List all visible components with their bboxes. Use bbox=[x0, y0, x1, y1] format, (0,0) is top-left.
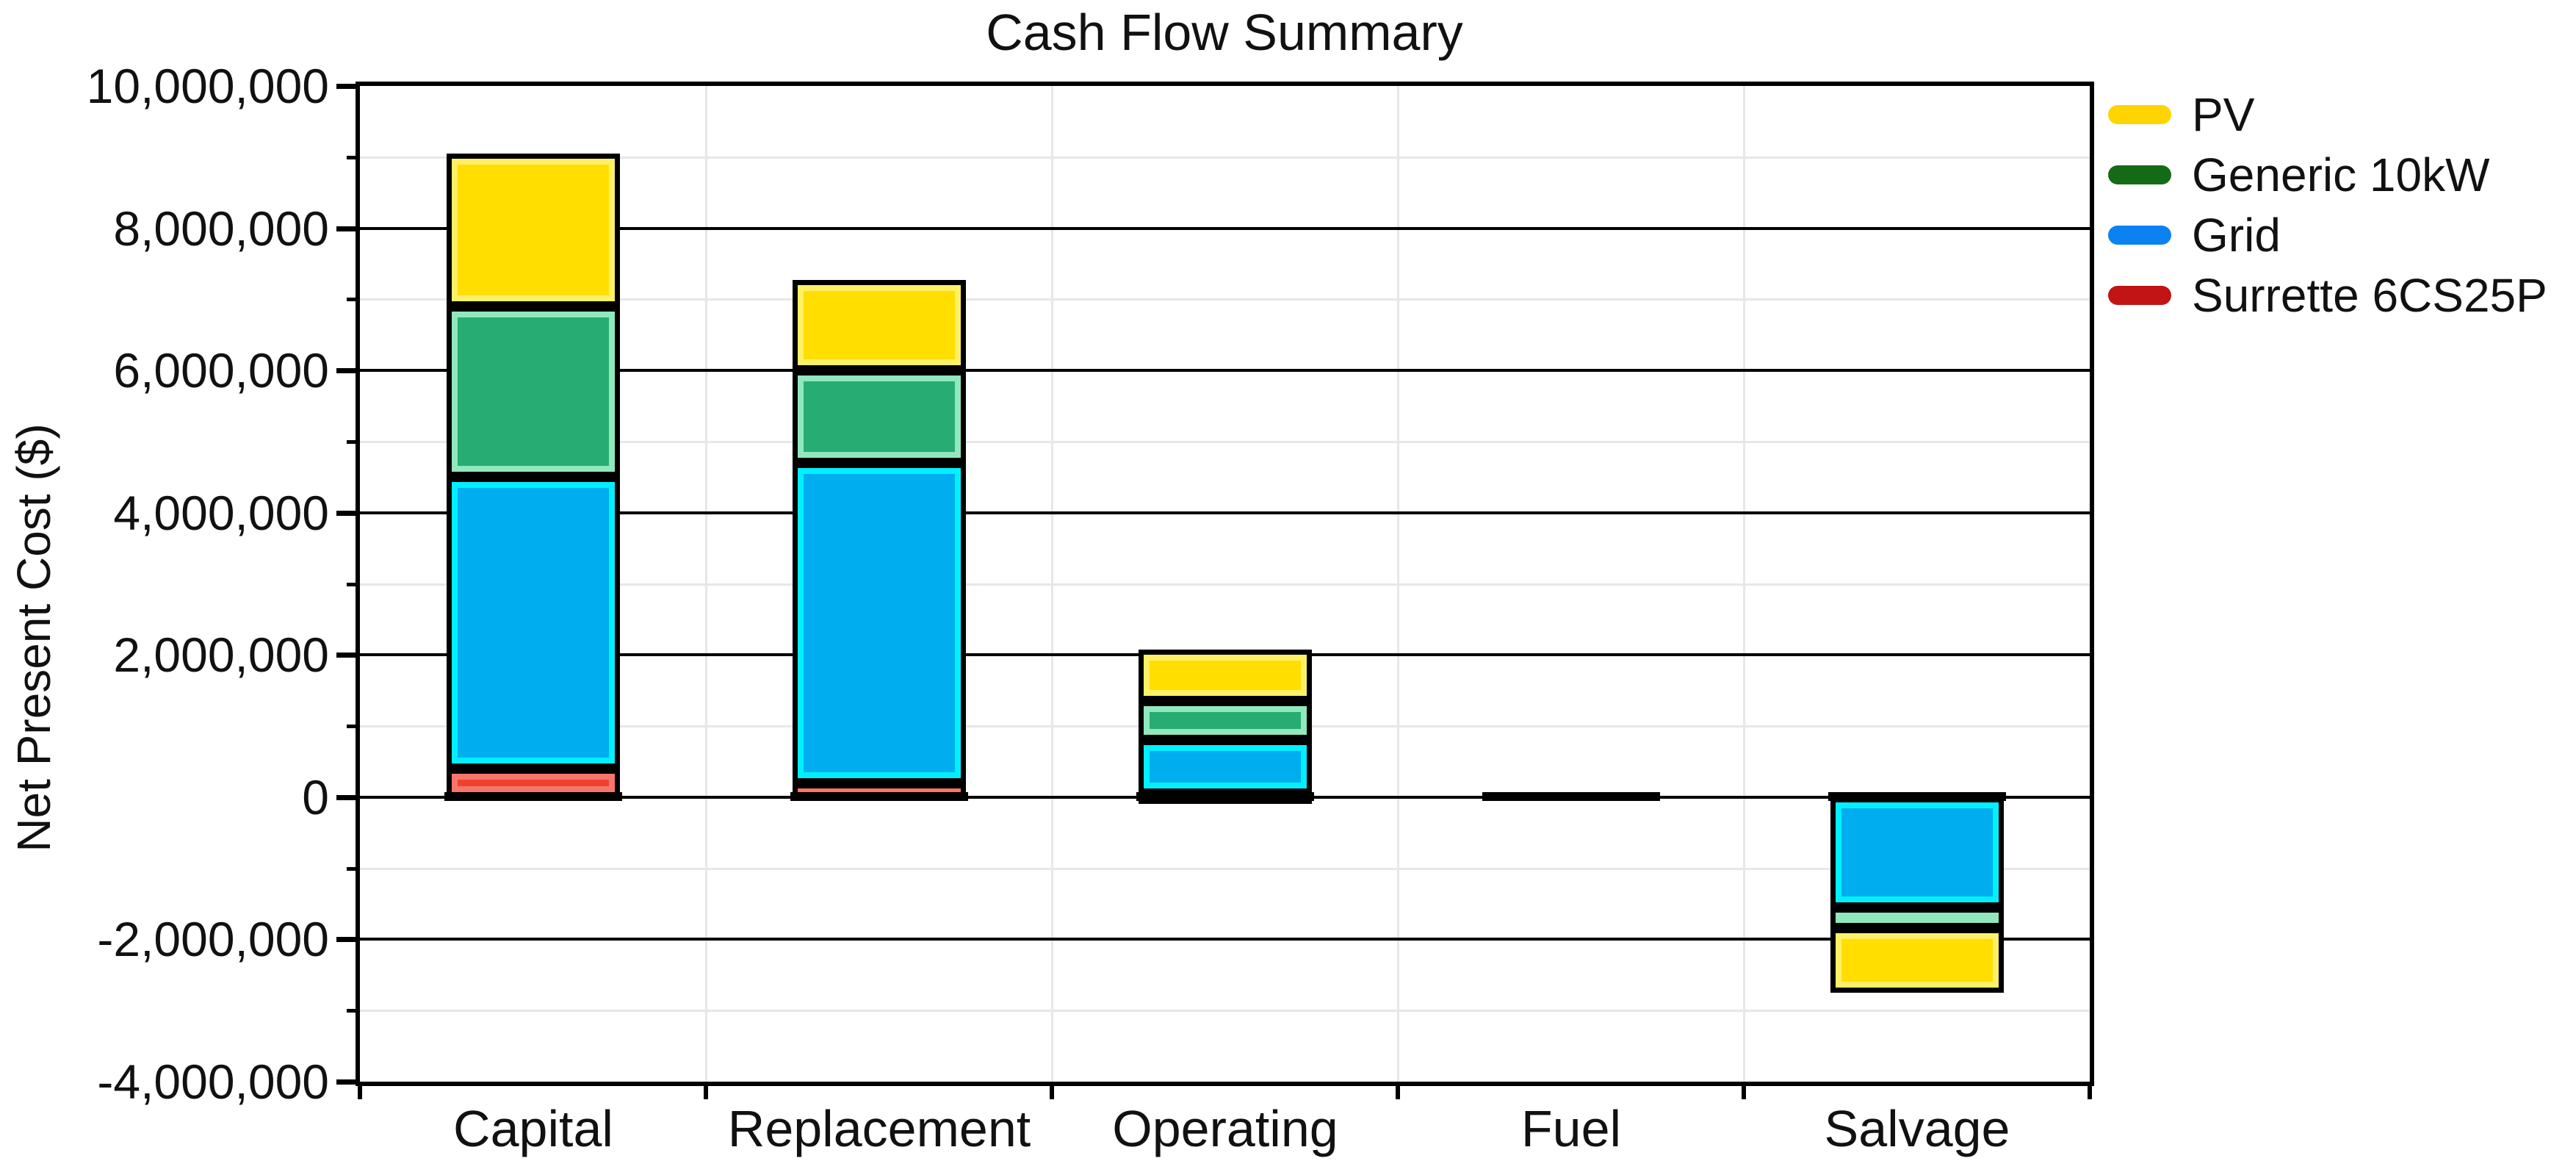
bar-segment-capital-pv bbox=[447, 154, 620, 306]
y-axis-tick bbox=[336, 226, 360, 231]
x-category-label: Capital bbox=[453, 1100, 613, 1157]
bar-segment-salvage-grid bbox=[1830, 797, 2004, 907]
gridline-minor bbox=[360, 1010, 2090, 1012]
y-axis-minor-tick bbox=[347, 156, 360, 159]
bar-segment-replacement-grid bbox=[793, 463, 966, 783]
y-axis-tick bbox=[336, 511, 360, 516]
gridline-minor bbox=[360, 868, 2090, 870]
legend-swatch-pv bbox=[2108, 105, 2171, 124]
bar-segment-replacement-generic-10kw bbox=[793, 370, 966, 463]
y-axis-tick bbox=[336, 1079, 360, 1085]
gridline-major bbox=[360, 369, 2090, 372]
x-category-label: Salvage bbox=[1824, 1100, 2010, 1157]
y-axis-minor-tick bbox=[347, 440, 360, 444]
x-axis-tick bbox=[1050, 1083, 1054, 1099]
y-tick-label: 0 bbox=[302, 770, 329, 824]
x-axis-tick bbox=[1396, 1083, 1400, 1099]
y-axis-minor-tick bbox=[347, 725, 360, 728]
x-axis-tick bbox=[358, 1083, 362, 1099]
bar-segment-replacement-surrette-6cs25p bbox=[793, 783, 966, 797]
legend-label: Generic 10kW bbox=[2192, 148, 2490, 201]
category-separator bbox=[1397, 86, 1399, 1082]
bar-segment-operating-pv bbox=[1139, 650, 1312, 701]
legend-label: PV bbox=[2192, 88, 2255, 141]
gridline-major bbox=[360, 511, 2090, 514]
gridline-minor bbox=[360, 157, 2090, 159]
gridline-minor bbox=[360, 583, 2090, 586]
y-axis-tick bbox=[336, 795, 360, 800]
bar-segment-operating-grid bbox=[1139, 740, 1312, 794]
y-axis-minor-tick bbox=[347, 867, 360, 871]
y-tick-label: -4,000,000 bbox=[97, 1054, 329, 1109]
y-axis-minor-tick bbox=[347, 298, 360, 301]
x-category-label: Fuel bbox=[1520, 1100, 1622, 1157]
bar-segment-replacement-pv bbox=[793, 280, 966, 370]
bar-segment-salvage-pv bbox=[1830, 928, 2004, 993]
category-separator bbox=[1743, 86, 1745, 1082]
y-axis-tick bbox=[336, 84, 360, 89]
y-tick-label: 6,000,000 bbox=[113, 343, 329, 398]
bar-segment-capital-generic-10kw bbox=[447, 306, 620, 477]
y-axis-minor-tick bbox=[347, 583, 360, 586]
x-axis-tick bbox=[1742, 1083, 1746, 1099]
y-tick-label: -2,000,000 bbox=[97, 912, 329, 966]
legend-label: Grid bbox=[2192, 209, 2281, 262]
bar-segment-salvage-generic-10kw bbox=[1830, 907, 2004, 928]
gridline-major bbox=[360, 938, 2090, 941]
category-separator bbox=[1051, 86, 1053, 1082]
gridline-major bbox=[360, 227, 2090, 230]
y-axis-minor-tick bbox=[347, 1009, 360, 1013]
zero-baseline bbox=[1482, 792, 1660, 801]
bar-segment-operating-generic-10kw bbox=[1139, 701, 1312, 740]
bar-segment-capital-surrette-6cs25p bbox=[447, 769, 620, 797]
y-axis-tick bbox=[336, 368, 360, 373]
category-separator bbox=[705, 86, 707, 1082]
legend-swatch-generic-10kw bbox=[2108, 165, 2171, 184]
gridline-minor bbox=[360, 298, 2090, 301]
legend-swatch-surrette-6cs25p bbox=[2108, 286, 2171, 305]
y-tick-label: 4,000,000 bbox=[113, 486, 329, 540]
y-tick-label: 10,000,000 bbox=[86, 59, 329, 113]
gridline-minor bbox=[360, 441, 2090, 443]
bar-segment-operating-surrette-6cs25p bbox=[1139, 794, 1312, 804]
legend-swatch-grid bbox=[2108, 226, 2171, 245]
x-axis-tick bbox=[704, 1083, 708, 1099]
y-axis-tick bbox=[336, 653, 360, 658]
bar-segment-capital-grid bbox=[447, 477, 620, 769]
x-axis-tick bbox=[2088, 1083, 2092, 1099]
legend-label: Surrette 6CS25P bbox=[2192, 269, 2547, 322]
x-category-label: Replacement bbox=[727, 1100, 1031, 1157]
chart-title: Cash Flow Summary bbox=[986, 4, 1463, 61]
y-tick-label: 8,000,000 bbox=[113, 201, 329, 256]
y-tick-label: 2,000,000 bbox=[113, 628, 329, 682]
y-axis-tick bbox=[336, 937, 360, 942]
x-category-label: Operating bbox=[1112, 1100, 1338, 1157]
